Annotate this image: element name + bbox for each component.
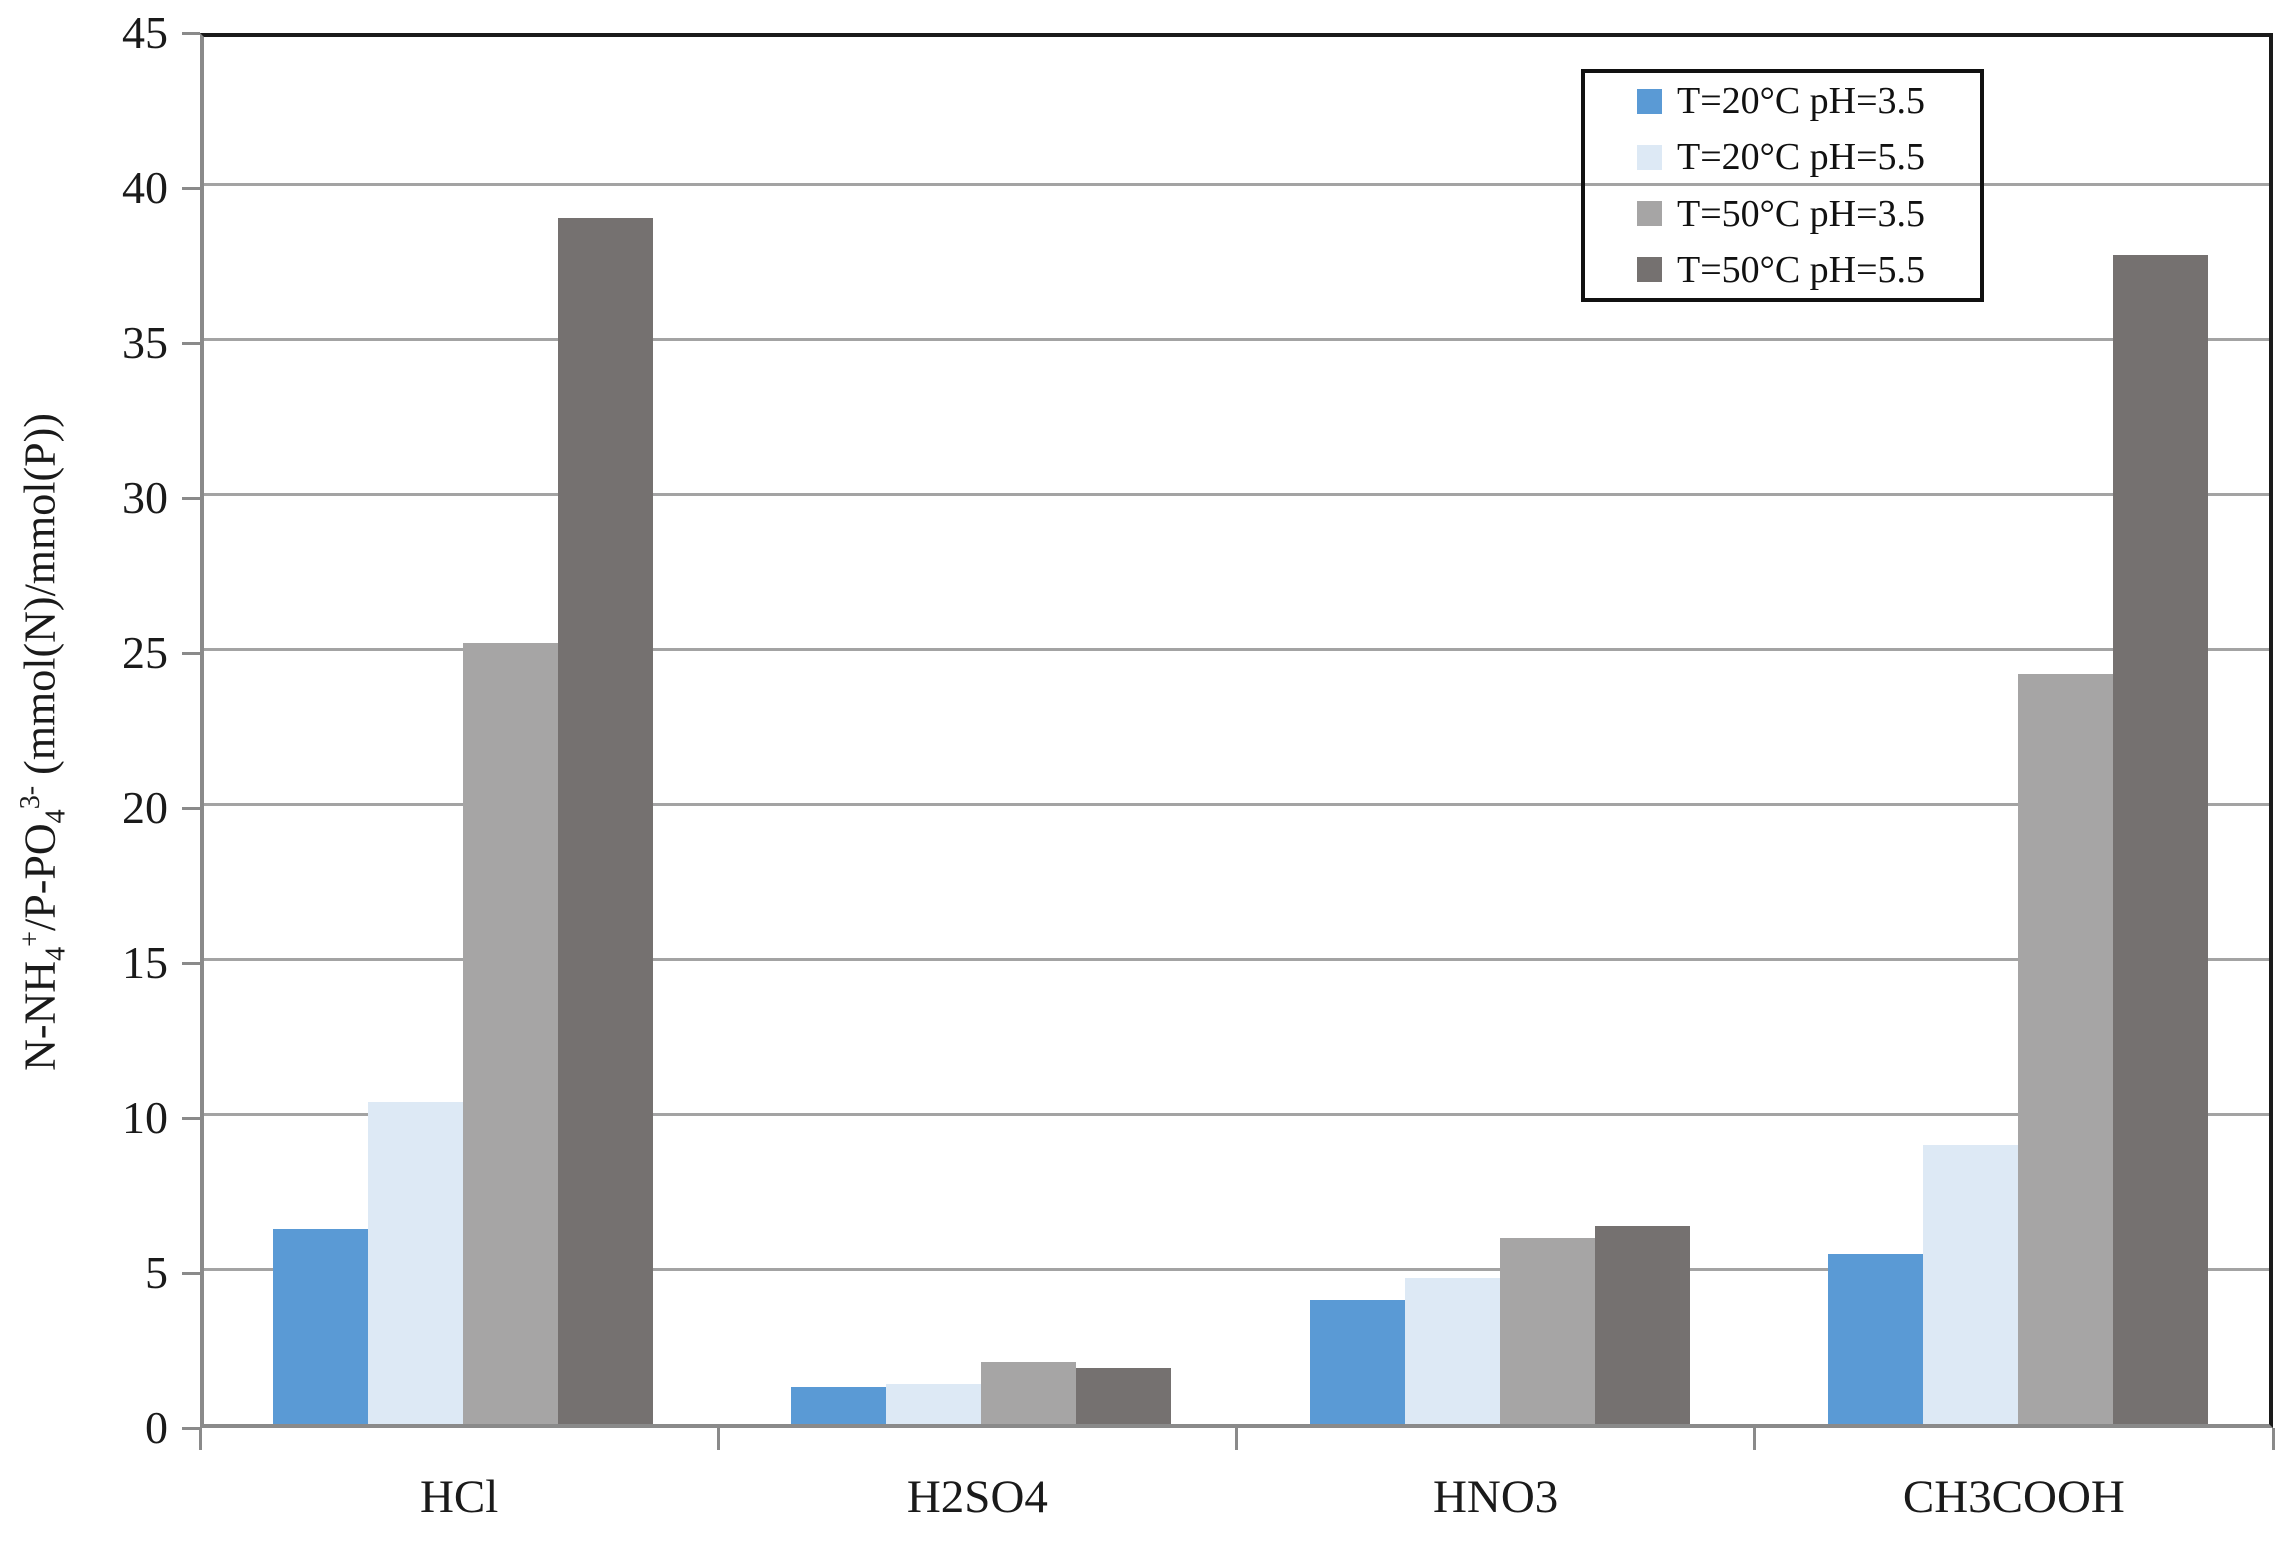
y-axis-tick-mark <box>182 186 200 190</box>
legend-swatch-icon <box>1637 144 1662 170</box>
y-axis-tick-mark <box>182 1116 200 1120</box>
y-axis-tick-mark <box>182 341 200 345</box>
bar-HCl-series-2 <box>368 1101 464 1424</box>
bar-HCl-series-4 <box>558 218 654 1424</box>
gridline <box>204 802 2269 806</box>
gridline <box>204 957 2269 961</box>
y-tick-label: 20 <box>122 782 168 833</box>
y-tick-label: 35 <box>122 317 168 368</box>
bar-CH3COOH-series-1 <box>1827 1253 1923 1424</box>
legend-label: T=20°C pH=5.5 <box>1677 136 1926 179</box>
x-axis-tick-mark <box>1235 1428 1238 1450</box>
plot-area <box>200 33 2273 1428</box>
y-axis-tick-mark <box>182 1426 200 1430</box>
legend-item: T=20°C pH=5.5 <box>1637 135 1980 179</box>
legend-label: T=20°C pH=3.5 <box>1677 80 1926 123</box>
bar-CH3COOH-series-2 <box>1922 1145 2018 1424</box>
y-axis-tick-mark <box>182 806 200 810</box>
x-category-label: CH3COOH <box>1902 1471 2125 1523</box>
bar-H2SO4-series-3 <box>981 1362 1077 1424</box>
legend-swatch-icon <box>1637 201 1662 227</box>
gridline <box>204 647 2269 651</box>
y-tick-label: 25 <box>122 627 168 678</box>
y-axis-tick-labels: 0 5 10 15 20 25 30 35 40 45 <box>0 0 168 1550</box>
legend-item: T=20°C pH=3.5 <box>1637 79 1980 123</box>
legend-swatch-icon <box>1637 257 1662 283</box>
y-axis-tick-mark <box>182 31 200 35</box>
bar-HNO3-series-2 <box>1404 1278 1500 1424</box>
x-category-label: HNO3 <box>1432 1471 1559 1523</box>
x-axis-tick-mark <box>198 1428 202 1450</box>
y-axis-tick-mark <box>182 961 200 965</box>
legend-item: T=50°C pH=5.5 <box>1637 248 1980 292</box>
bar-CH3COOH-series-3 <box>2017 673 2113 1424</box>
y-axis-tick-mark <box>182 496 200 500</box>
x-axis-category-labels: HCl H2SO4 HNO3 CH3COOH <box>200 1462 2273 1532</box>
y-tick-label: 45 <box>122 7 168 58</box>
bar-CH3COOH-series-4 <box>2112 255 2208 1424</box>
legend-swatch-icon <box>1637 88 1662 114</box>
bar-H2SO4-series-4 <box>1076 1368 1172 1424</box>
bar-H2SO4-series-1 <box>791 1386 887 1424</box>
gridline <box>204 337 2269 341</box>
x-axis-tick-mark <box>1753 1428 1757 1450</box>
y-axis-tick-mark <box>182 1271 200 1275</box>
bar-HNO3-series-1 <box>1309 1300 1405 1424</box>
y-tick-label: 40 <box>122 162 168 213</box>
bar-HNO3-series-4 <box>1594 1225 1690 1424</box>
bar-HCl-series-3 <box>463 642 559 1424</box>
bar-H2SO4-series-2 <box>886 1383 982 1424</box>
y-axis-tick-mark <box>182 651 200 655</box>
y-tick-label: 0 <box>145 1402 168 1453</box>
gridline <box>204 182 2269 186</box>
bar-HCl-series-1 <box>273 1228 369 1424</box>
x-axis-tick-mark <box>716 1428 720 1450</box>
gridline <box>204 1267 2269 1271</box>
gridline <box>204 1112 2269 1116</box>
y-tick-label: 10 <box>122 1092 168 1143</box>
legend-label: T=50°C pH=3.5 <box>1677 192 1926 235</box>
y-tick-label: 5 <box>145 1247 168 1298</box>
x-category-label: HCl <box>419 1471 499 1523</box>
y-tick-label: 15 <box>122 937 168 988</box>
legend: T=20°C pH=3.5 T=20°C pH=5.5 T=50°C pH=3.5 T… <box>1581 69 1984 302</box>
x-axis-tick-mark <box>2271 1428 2275 1450</box>
y-tick-label: 30 <box>122 472 168 523</box>
legend-item: T=50°C pH=3.5 <box>1637 192 1980 236</box>
x-category-label: H2SO4 <box>906 1471 1048 1523</box>
bar-HNO3-series-3 <box>1499 1238 1595 1424</box>
legend-label: T=50°C pH=5.5 <box>1677 248 1926 291</box>
gridline <box>204 492 2269 496</box>
